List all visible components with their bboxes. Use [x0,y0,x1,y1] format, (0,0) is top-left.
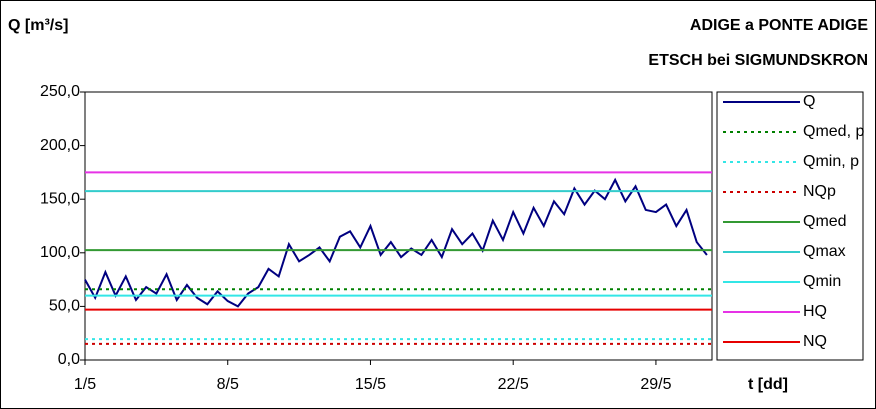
legend-label: Qmed, p [803,123,864,140]
plot-area [84,91,713,361]
legend-label: Q [803,93,815,110]
x-tick-label: 8/5 [217,376,239,393]
legend-label: Qmin [803,273,841,290]
x-tick-label: 22/5 [498,376,529,393]
x-tick-label: 15/5 [355,376,386,393]
x-axis-label: t [dd] [748,376,788,393]
q-line [84,177,708,308]
chart-subtitle: ETSCH bei SIGMUNDSKRON [648,52,868,69]
legend-label: NQp [803,183,836,200]
legend-label: HQ [803,303,827,320]
legend-label: Qmin, p [803,153,859,170]
legend [716,91,864,361]
legend-label: Qmax [803,243,846,260]
y-tick-label: 250,0 [40,83,80,100]
y-tick-label: 150,0 [40,190,80,207]
y-tick-label: 100,0 [40,244,80,261]
y-tick-label: 50,0 [49,298,80,315]
x-tick-label: 1/5 [74,376,96,393]
legend-label: Qmed [803,213,847,230]
chart-title: ADIGE a PONTE ADIGE [690,17,868,34]
y-tick-label: 0,0 [58,351,80,368]
y-tick-label: 200,0 [40,137,80,154]
y-axis-label: Q [m³/s] [8,17,68,34]
x-tick-label: 29/5 [640,376,671,393]
legend-label: NQ [803,333,827,350]
